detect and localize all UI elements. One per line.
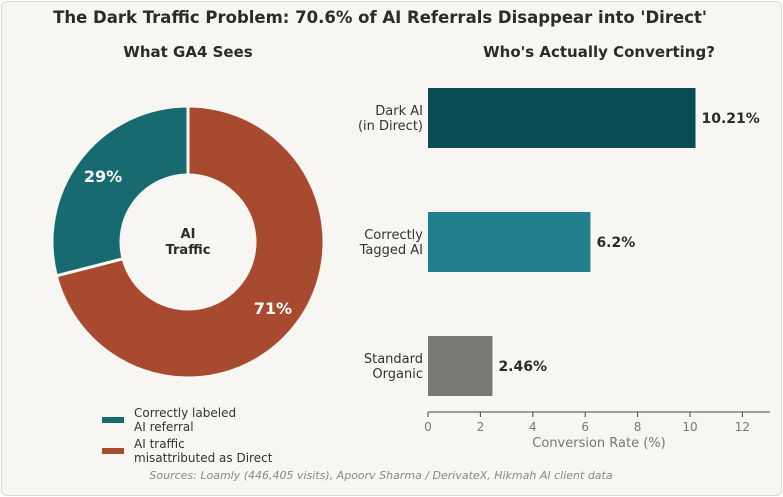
bar-value-label-1: 6.2% — [596, 235, 635, 251]
bar-chart: 10.21% Dark AI(in Direct) 6.2% CorrectlyTag… — [358, 88, 760, 396]
donut-center-line-1: AI — [181, 227, 196, 242]
category-label-2-1: Organic — [372, 367, 423, 382]
x-tick-label-0: 0 — [424, 420, 432, 434]
bar-1 — [428, 212, 591, 272]
bar-value-label-2: 2.46% — [498, 359, 547, 375]
x-axis-ticks: 0 2 4 6 8 10 12 — [424, 412, 750, 434]
x-tick-label-10: 10 — [682, 420, 697, 434]
category-label-2-0: Standard — [364, 352, 423, 367]
x-tick-label-2: 2 — [477, 420, 485, 434]
legend-label-misattributed-2: misattributed as Direct — [134, 451, 273, 465]
category-label-0-1: (in Direct) — [358, 119, 423, 134]
category-label-1-0: Correctly — [364, 228, 423, 243]
bar-value-label-0: 10.21% — [702, 111, 760, 127]
bar-2 — [428, 336, 493, 396]
x-axis-label: Conversion Rate (%) — [532, 436, 665, 451]
legend-label-misattributed-1: AI traffic — [134, 437, 185, 451]
donut-slice-misattributed — [54, 104, 326, 380]
donut-chart: 71% 29% — [50, 104, 326, 380]
donut-slice-label-labeled: 29% — [84, 167, 122, 186]
bar-title: Who's Actually Converting? — [483, 43, 715, 61]
legend-swatch-labeled — [102, 417, 124, 423]
x-tick-label-6: 6 — [581, 420, 589, 434]
legend-swatch-misattributed — [102, 448, 124, 454]
donut-center-line-2: Traffic — [166, 243, 211, 258]
category-label-1-1: Tagged AI — [359, 243, 423, 258]
x-tick-label-8: 8 — [634, 420, 642, 434]
legend-label-labeled-1: Correctly labeled — [134, 406, 236, 420]
donut-slice-labeled — [50, 104, 190, 278]
chart-title: The Dark Traffic Problem: 70.6% of AI Re… — [53, 8, 707, 27]
x-tick-label-4: 4 — [529, 420, 537, 434]
category-label-0-0: Dark AI — [375, 104, 423, 119]
bar-0 — [428, 88, 696, 148]
donut-title: What GA4 Sees — [123, 43, 252, 61]
x-tick-label-12: 12 — [735, 420, 750, 434]
legend-label-labeled-2: AI referral — [134, 420, 194, 434]
source-note: Sources: Loamly (446,405 visits), Apoorv… — [149, 469, 612, 482]
donut-slice-label-misattributed: 71% — [254, 299, 292, 318]
